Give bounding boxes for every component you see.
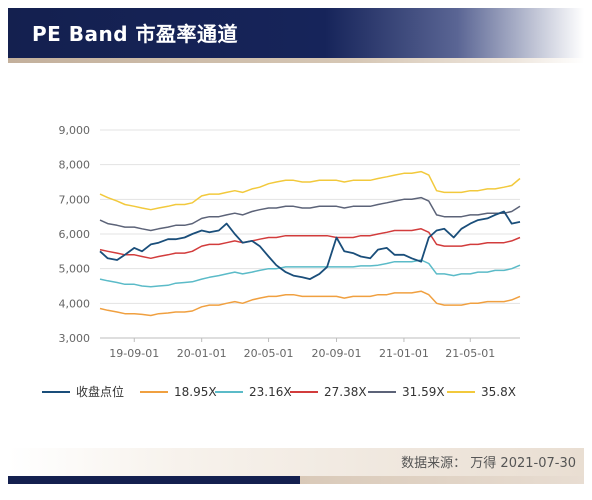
y-tick-label: 8,000 [59, 159, 91, 172]
legend-label: 23.16X [249, 385, 292, 399]
series-line-band-2 [99, 259, 521, 288]
footer-bar-navy [8, 476, 300, 484]
legend-label: 31.59X [402, 385, 445, 399]
page-title: PE Band 市盈率通道 [32, 22, 239, 46]
title-underline-bar [8, 58, 584, 63]
series-line-band-3 [99, 228, 521, 260]
legend-label: 收盘点位 [76, 384, 124, 399]
legend-label: 18.95X [174, 385, 217, 399]
pe-band-chart: 3,000 4,000 5,000 6,000 7,000 8,000 9,000 19-09… [42, 124, 521, 399]
x-tick-label: 20-09-01 [312, 347, 362, 360]
series-line-band-4 [99, 196, 521, 232]
x-tick-label: 21-01-01 [379, 347, 429, 360]
x-tick-label: 19-09-01 [109, 347, 159, 360]
footer-bar-tan [300, 476, 584, 484]
legend-label: 27.38X [324, 385, 367, 399]
title-banner: PE Band 市盈率通道 [8, 8, 584, 58]
y-tick-label: 7,000 [59, 193, 91, 206]
y-tick-label: 3,000 [59, 332, 91, 345]
y-tick-label: 9,000 [59, 124, 91, 137]
series-line-band-5 [99, 170, 521, 211]
footer-band [8, 448, 584, 476]
y-tick-label: 5,000 [59, 263, 91, 276]
series-line-band-1 [99, 290, 521, 317]
y-tick-label: 6,000 [59, 228, 91, 241]
x-tick-label: 20-05-01 [244, 347, 294, 360]
series-line-close [99, 210, 521, 281]
legend-label: 35.8X [481, 385, 516, 399]
x-tick-label: 21-05-01 [445, 347, 495, 360]
y-tick-label: 4,000 [59, 297, 91, 310]
data-source-note: 数据来源： 万得 2021-07-30 [401, 456, 576, 471]
x-tick-label: 20-01-01 [177, 347, 227, 360]
